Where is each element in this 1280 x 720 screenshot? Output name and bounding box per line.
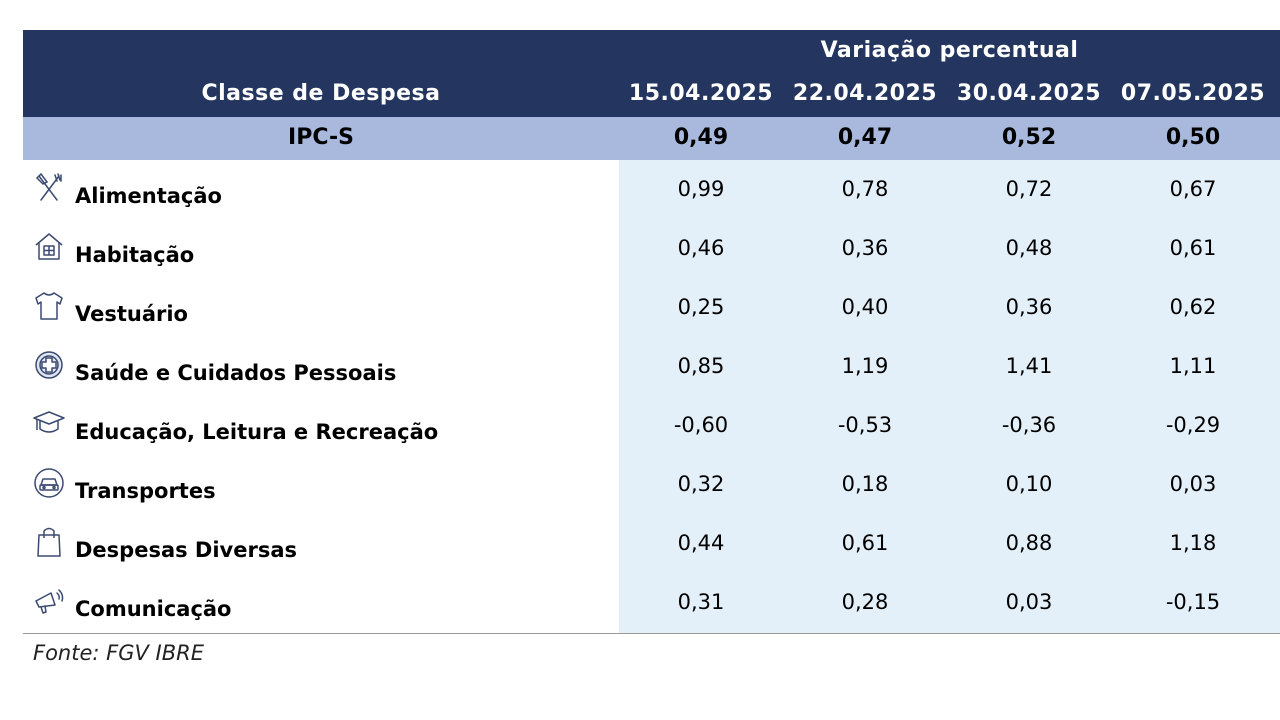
cell-value: 0,67 [1169, 177, 1217, 201]
cell-value: 0,88 [1005, 531, 1053, 555]
graduation-cap-icon [33, 408, 65, 440]
cell-value: 0,25 [677, 295, 725, 319]
summary-value: 0,52 [1001, 125, 1057, 150]
cell-value: 0,48 [1005, 236, 1053, 260]
row-label: Vestuário [75, 302, 188, 326]
cell-value: 0,18 [841, 472, 889, 496]
cell-value: 0,36 [841, 236, 889, 260]
cell-value: 0,31 [677, 590, 725, 614]
table-row: Vestuário 0,25 0,40 0,36 0,62 [23, 278, 1280, 337]
summary-value: 0,50 [1165, 125, 1221, 150]
cell-value: 0,62 [1169, 295, 1217, 319]
health-cross-icon [33, 349, 65, 381]
house-icon [33, 231, 65, 263]
row-label: Despesas Diversas [75, 538, 298, 562]
car-icon [33, 467, 65, 499]
cell-value: 0,40 [841, 295, 889, 319]
megaphone-icon [33, 585, 65, 617]
source-note: Fonte: FGV IBRE [33, 641, 204, 665]
table-header: Variação percentual Classe de Despesa 15… [23, 30, 1280, 117]
shopping-bag-icon [33, 526, 65, 558]
cell-value: 0,61 [1169, 236, 1217, 260]
cell-value: 1,18 [1169, 531, 1217, 555]
cell-value: 1,41 [1005, 354, 1053, 378]
summary-row: IPC-S 0,49 0,47 0,52 0,50 [23, 117, 1280, 160]
summary-name: IPC-S [288, 125, 354, 150]
values-background [619, 160, 1280, 633]
fork-knife-icon [33, 172, 65, 204]
date-header: 15.04.2025 [628, 81, 774, 106]
row-label: Transportes [75, 479, 216, 503]
row-label: Educação, Leitura e Recreação [75, 420, 439, 444]
row-label: Habitação [75, 243, 195, 267]
row-label: Saúde e Cuidados Pessoais [75, 361, 397, 385]
cell-value: -0,60 [673, 413, 729, 437]
cell-value: -0,36 [1001, 413, 1057, 437]
table-row: Alimentação 0,99 0,78 0,72 0,67 [23, 160, 1280, 219]
cell-value: 1,19 [841, 354, 889, 378]
table-row: Transportes 0,32 0,18 0,10 0,03 [23, 455, 1280, 514]
cell-value: 0,03 [1169, 472, 1217, 496]
table-row: Educação, Leitura e Recreação -0,60 -0,5… [23, 396, 1280, 455]
table-row: Despesas Diversas 0,44 0,61 0,88 1,18 [23, 514, 1280, 573]
shirt-icon [33, 290, 65, 322]
cell-value: -0,29 [1165, 413, 1221, 437]
cell-value: 0,10 [1005, 472, 1053, 496]
cell-value: 0,28 [841, 590, 889, 614]
cell-value: 0,78 [841, 177, 889, 201]
date-header: 07.05.2025 [1120, 81, 1266, 106]
cell-value: 1,11 [1169, 354, 1217, 378]
cell-value: 0,46 [677, 236, 725, 260]
date-header: 22.04.2025 [792, 81, 938, 106]
cell-value: 0,85 [677, 354, 725, 378]
cell-value: 0,03 [1005, 590, 1053, 614]
table-body: Alimentação 0,99 0,78 0,72 0,67 Habitaçã… [23, 160, 1280, 634]
cell-value: 0,32 [677, 472, 725, 496]
table-bottom-border [23, 633, 1280, 634]
cell-value: -0,53 [837, 413, 893, 437]
cell-value: -0,15 [1165, 590, 1221, 614]
class-column-title: Classe de Despesa [201, 81, 441, 106]
row-label: Comunicação [75, 597, 232, 621]
table-row: Habitação 0,46 0,36 0,48 0,61 [23, 219, 1280, 278]
cell-value: 0,72 [1005, 177, 1053, 201]
cell-value: 0,36 [1005, 295, 1053, 319]
cell-value: 0,61 [841, 531, 889, 555]
summary-value: 0,49 [673, 125, 729, 150]
summary-value: 0,47 [837, 125, 893, 150]
date-header: 30.04.2025 [956, 81, 1102, 106]
data-table: Variação percentual Classe de Despesa 15… [23, 30, 1280, 634]
table-row: Comunicação 0,31 0,28 0,03 -0,15 [23, 573, 1280, 632]
group-title: Variação percentual [820, 38, 1079, 63]
cell-value: 0,99 [677, 177, 725, 201]
table-row: Saúde e Cuidados Pessoais 0,85 1,19 1,41… [23, 337, 1280, 396]
cell-value: 0,44 [677, 531, 725, 555]
row-label: Alimentação [75, 184, 222, 208]
